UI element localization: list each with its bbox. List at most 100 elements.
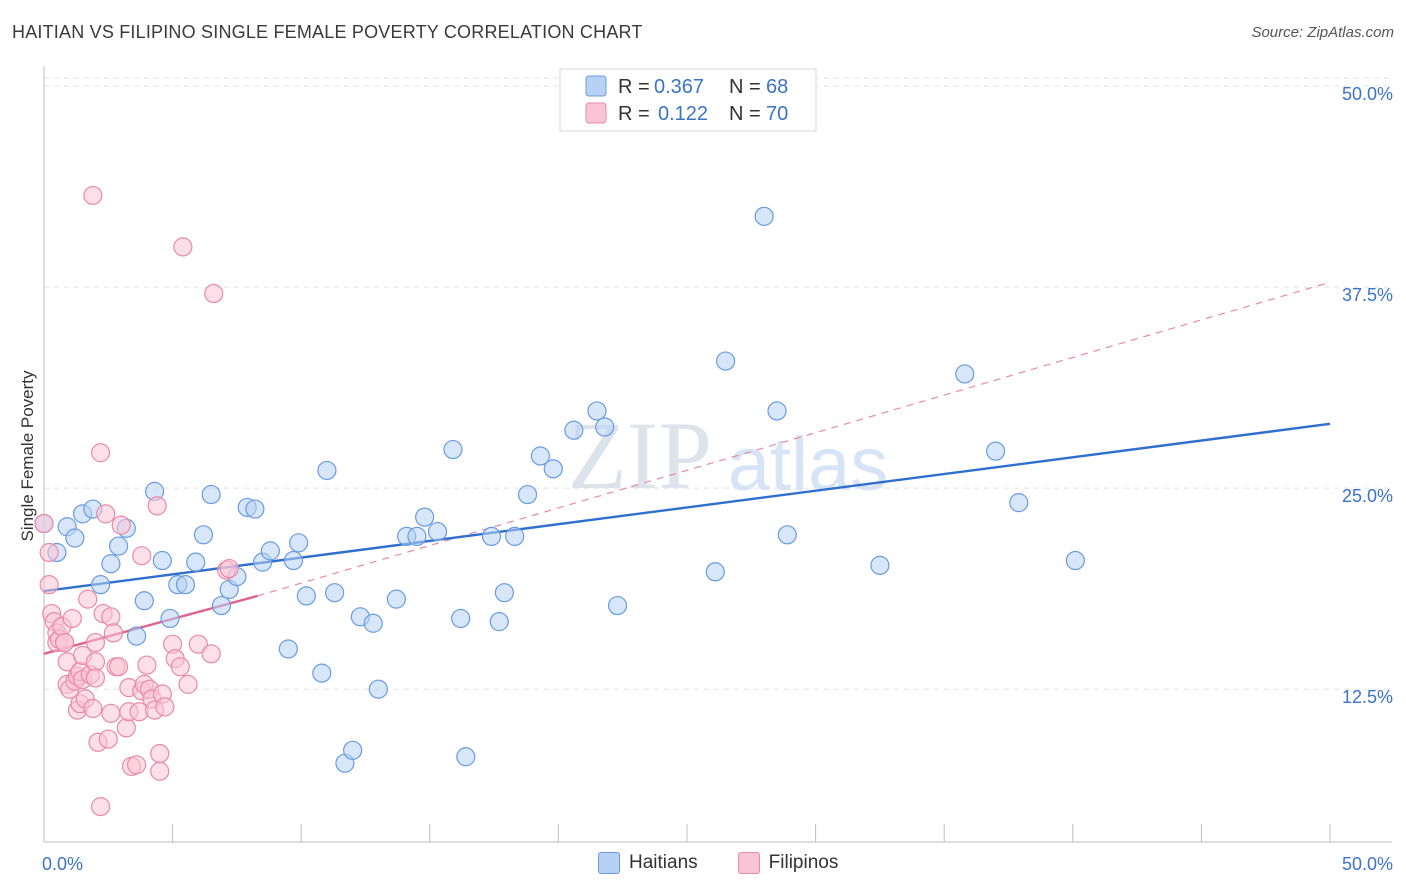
- point-haitians-48: [489, 612, 509, 632]
- bottom-legend: Haitians Filipinos: [598, 852, 868, 874]
- point-haitians-51: [517, 484, 538, 505]
- point-haitians-13: [152, 550, 172, 571]
- point-filipinos-28: [85, 668, 106, 688]
- point-haitians-24: [245, 499, 265, 519]
- point-filipinos-10: [54, 632, 75, 653]
- point-haitians-56: [595, 417, 615, 437]
- point-haitians-43: [427, 521, 448, 542]
- point-filipinos-29: [85, 632, 106, 653]
- point-haitians-17: [186, 552, 206, 572]
- bottom-legend-filipinos: Filipinos: [737, 852, 838, 874]
- y-tick-label-1: 37.5%: [1342, 285, 1393, 305]
- point-haitians-3: [65, 528, 85, 548]
- point-haitians-57: [607, 595, 628, 616]
- point-haitians-53: [543, 459, 563, 479]
- point-filipinos-14: [62, 608, 82, 629]
- point-haitians-19: [201, 484, 221, 505]
- point-haitians-44: [443, 439, 463, 460]
- point-filipinos-57: [150, 761, 170, 781]
- point-haitians-35: [343, 740, 363, 760]
- point-haitians-16: [175, 575, 196, 595]
- point-haitians-45: [451, 608, 471, 629]
- point-filipinos-65: [188, 634, 208, 654]
- point-haitians-7: [101, 554, 121, 574]
- point-filipinos-2: [39, 575, 59, 595]
- point-haitians-27: [278, 639, 298, 659]
- point-filipinos-31: [90, 443, 111, 463]
- point-haitians-50: [505, 526, 525, 547]
- point-haitians-59: [715, 351, 736, 371]
- y-tick-label-0: 50.0%: [1342, 84, 1393, 104]
- point-haitians-11: [134, 591, 154, 611]
- point-filipinos-38: [103, 623, 124, 643]
- point-filipinos-0: [34, 513, 54, 534]
- trend-extension-filipinos: [257, 281, 1331, 597]
- point-haitians-54: [564, 420, 584, 440]
- point-haitians-31: [312, 663, 332, 683]
- point-haitians-39: [386, 589, 406, 609]
- point-haitians-20: [211, 595, 232, 616]
- point-filipinos-42: [116, 718, 136, 738]
- point-filipinos-62: [170, 657, 190, 677]
- tick-labels: 50.0% 37.5% 25.0% 12.5% 0.0% 50.0%: [42, 84, 1393, 874]
- point-filipinos-36: [101, 607, 121, 627]
- bottom-legend-swatch-haitians: [598, 852, 620, 874]
- point-filipinos-34: [96, 504, 116, 524]
- point-filipinos-37: [101, 703, 121, 723]
- legend-n-value-filipinos: 70: [766, 103, 788, 125]
- point-haitians-14: [160, 608, 180, 629]
- point-haitians-55: [587, 401, 607, 421]
- watermark-zip: ZIP: [568, 402, 712, 509]
- chart-title: HAITIAN VS FILIPINO SINGLE FEMALE POVERT…: [12, 22, 643, 42]
- bottom-legend-swatch-filipinos: [737, 852, 760, 874]
- point-filipinos-46: [126, 755, 147, 775]
- point-filipinos-55: [147, 496, 167, 516]
- point-haitians-8: [108, 536, 129, 556]
- point-filipinos-35: [98, 729, 118, 749]
- point-filipinos-51: [137, 655, 157, 675]
- x-tick-label-1: 50.0%: [1342, 854, 1393, 874]
- point-filipinos-26: [83, 185, 103, 206]
- point-haitians-10: [126, 626, 147, 646]
- point-filipinos-1: [39, 542, 59, 563]
- point-filipinos-41: [111, 515, 131, 535]
- point-haitians-18: [193, 525, 214, 545]
- point-haitians-52: [530, 446, 550, 466]
- point-filipinos-59: [155, 697, 175, 717]
- legend-box: R = 0.367 N = 68 R = 0.122 N = 70: [559, 68, 817, 132]
- point-filipinos-32: [90, 797, 111, 817]
- bottom-legend-haitians: Haitians: [598, 852, 698, 874]
- y-tick-label-2: 25.0%: [1342, 486, 1393, 506]
- legend-r-label-filipinos: R =: [618, 103, 650, 125]
- point-haitians-46: [456, 747, 476, 767]
- point-haitians-65: [986, 441, 1006, 461]
- axes: [43, 66, 1392, 843]
- point-haitians-61: [767, 401, 787, 421]
- point-haitians-30: [296, 586, 316, 606]
- gridlines: [44, 77, 1392, 690]
- point-haitians-58: [705, 562, 725, 582]
- point-filipinos-25: [83, 698, 103, 719]
- y-tick-label-3: 12.5%: [1342, 687, 1393, 707]
- point-filipinos-27: [85, 652, 106, 672]
- legend-r-label-haitians: R =: [618, 76, 650, 98]
- point-haitians-28: [283, 550, 304, 571]
- point-haitians-62: [777, 525, 797, 545]
- chart-source: Source: ZipAtlas.com: [1251, 24, 1394, 41]
- point-haitians-26: [260, 541, 280, 561]
- point-haitians-32: [317, 460, 337, 481]
- data-points: [34, 185, 1085, 817]
- legend-r-value-haitians: 0.367: [654, 76, 704, 98]
- legend-n-label-haitians: N =: [729, 76, 761, 98]
- legend-n-value-haitians: 68: [766, 76, 788, 98]
- point-haitians-49: [494, 583, 514, 603]
- point-filipinos-63: [173, 237, 193, 257]
- point-haitians-60: [754, 206, 774, 226]
- point-filipinos-23: [78, 589, 98, 609]
- point-haitians-42: [415, 507, 435, 527]
- x-tick-label-0: 0.0%: [42, 854, 83, 874]
- point-filipinos-64: [178, 674, 198, 694]
- point-haitians-66: [1009, 493, 1029, 513]
- point-haitians-64: [955, 364, 975, 384]
